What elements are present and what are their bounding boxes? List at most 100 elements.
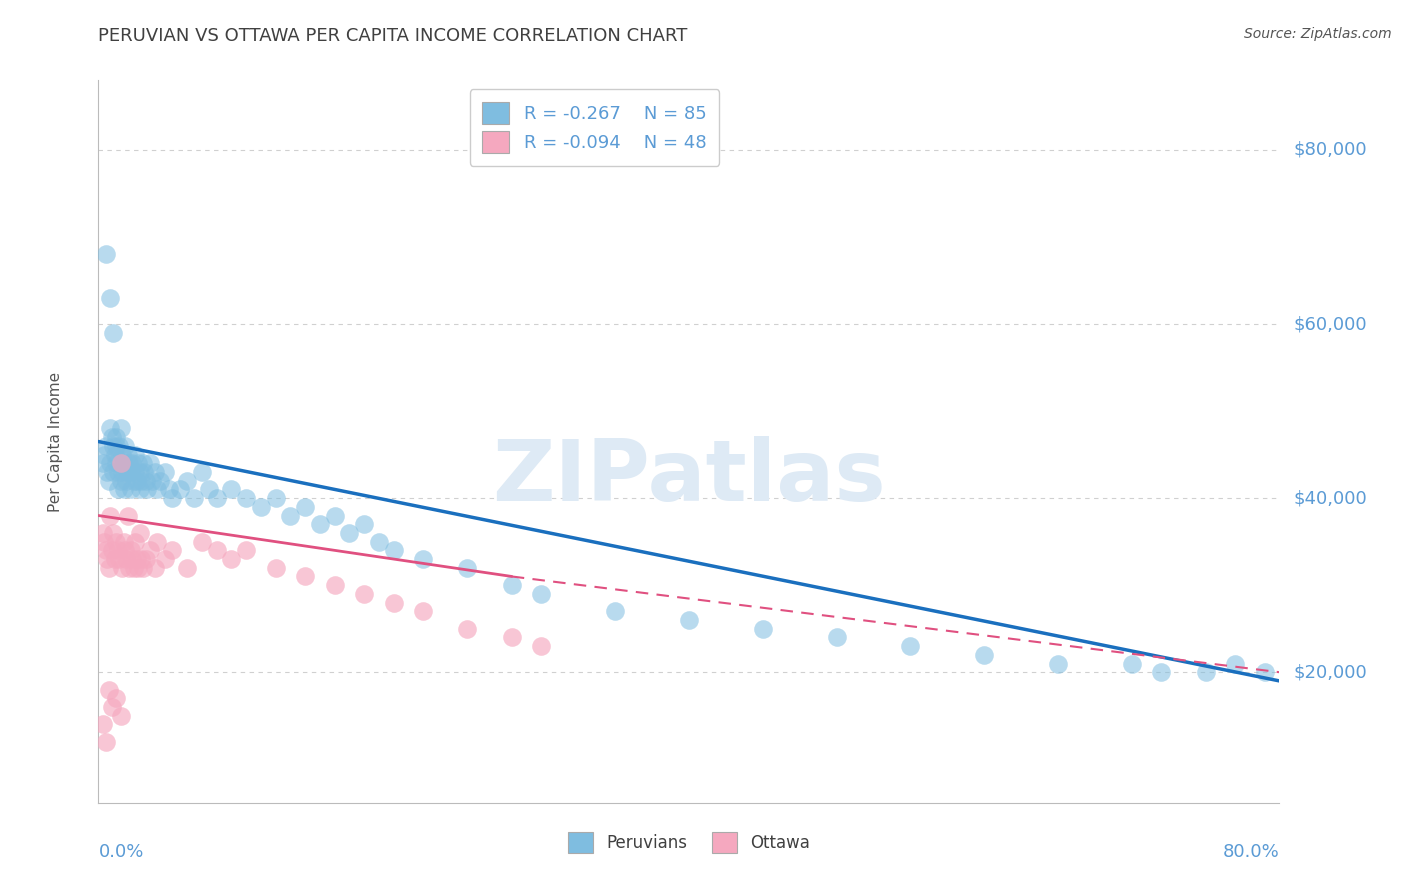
Point [117,508,139,523]
Point [412,604,434,618]
Point [264,491,287,505]
Point [93,448,115,462]
Point [250,500,273,514]
Point [323,508,346,523]
Point [118,561,141,575]
Point [118,456,141,470]
Point [111,465,134,479]
Point [97,561,120,575]
Point [115,474,138,488]
Text: 80.0%: 80.0% [1223,843,1279,861]
Point [162,543,183,558]
Point [132,561,155,575]
Point [1121,657,1143,671]
Point [117,465,139,479]
Point [205,491,228,505]
Text: $40,000: $40,000 [1294,489,1367,508]
Point [108,439,131,453]
Point [103,439,125,453]
Point [353,517,375,532]
Text: $80,000: $80,000 [1294,141,1367,159]
Point [382,543,405,558]
Point [153,465,176,479]
Point [105,534,128,549]
Point [457,622,479,636]
Point [112,534,135,549]
Point [121,552,143,566]
Point [98,508,121,523]
Text: $60,000: $60,000 [1294,315,1367,333]
Point [1195,665,1218,680]
Point [107,465,129,479]
Point [103,326,125,340]
Point [235,543,257,558]
Point [146,483,169,497]
Point [136,483,159,497]
Point [129,474,152,488]
Point [221,483,243,497]
Point [141,474,163,488]
Point [973,648,995,662]
Point [111,448,134,462]
Point [129,552,152,566]
Point [120,543,142,558]
Point [139,456,162,470]
Point [127,456,149,470]
Point [752,622,775,636]
Point [120,465,142,479]
Point [128,465,150,479]
Point [280,508,302,523]
Point [110,421,132,435]
Point [114,543,136,558]
Point [115,552,138,566]
Point [143,561,166,575]
Point [1046,657,1070,671]
Text: $20,000: $20,000 [1294,664,1367,681]
Point [112,456,135,470]
Point [1254,665,1277,680]
Point [339,525,361,540]
Point [176,561,198,575]
Point [191,534,214,549]
Point [605,604,627,618]
Point [825,631,848,645]
Point [110,708,132,723]
Point [132,456,155,470]
Point [125,474,148,488]
Point [900,639,922,653]
Point [91,456,114,470]
Point [122,561,145,575]
Point [530,639,553,653]
Point [107,483,129,497]
Point [100,543,122,558]
Point [98,456,121,470]
Point [139,543,162,558]
Point [124,465,146,479]
Point [678,613,700,627]
Point [135,552,157,566]
Point [94,735,117,749]
Point [382,596,405,610]
Point [94,247,117,261]
Point [98,291,121,305]
Point [198,483,221,497]
Point [104,448,127,462]
Point [127,561,149,575]
Point [94,543,117,558]
Point [97,682,120,697]
Point [128,525,150,540]
Point [105,430,128,444]
Text: Per Capita Income: Per Capita Income [48,371,63,512]
Point [530,587,553,601]
Point [97,474,120,488]
Point [110,474,132,488]
Point [169,483,191,497]
Point [264,561,287,575]
Point [368,534,391,549]
Point [501,631,523,645]
Point [100,430,122,444]
Point [412,552,434,566]
Point [294,500,316,514]
Point [94,439,117,453]
Point [124,534,146,549]
